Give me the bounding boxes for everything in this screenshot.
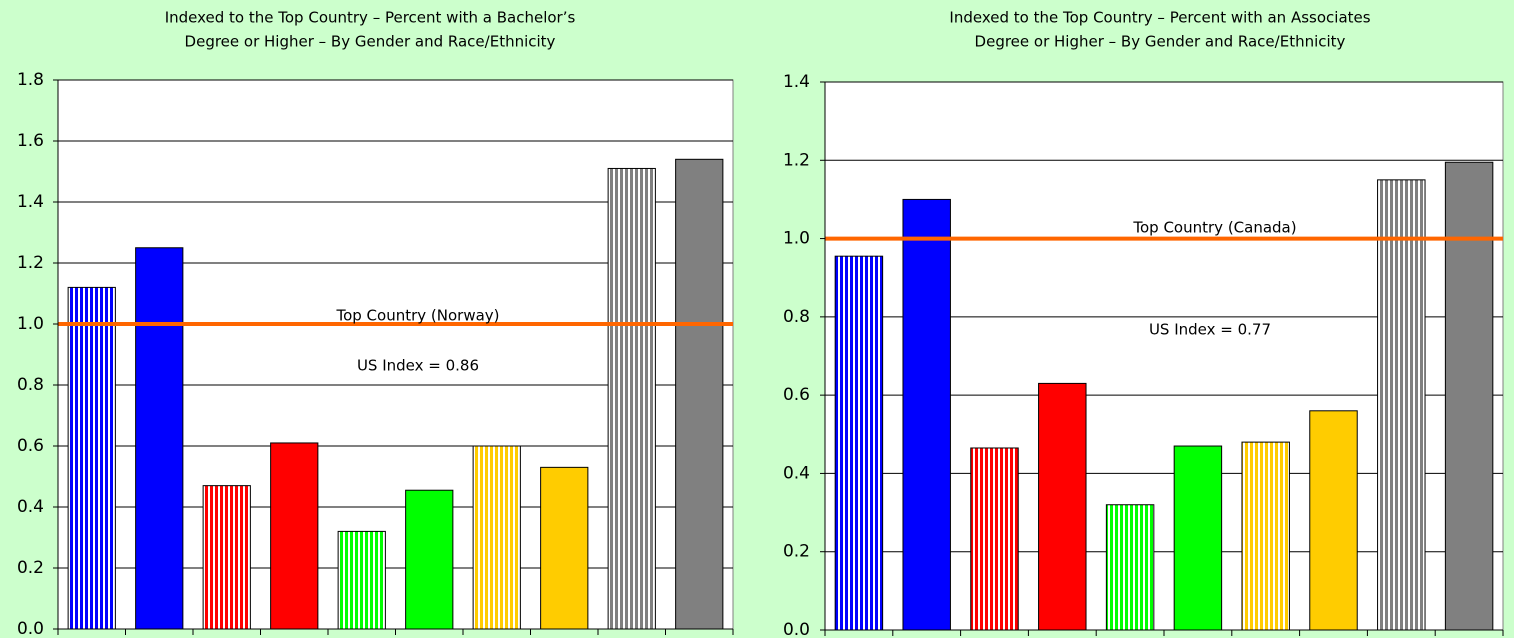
- annotation: US Index = 0.86: [357, 357, 479, 375]
- chart-title: Degree or Higher – By Gender and Race/Et…: [185, 33, 556, 51]
- bar: [675, 158, 724, 630]
- bar: [337, 530, 386, 630]
- annotation: Top Country (Norway): [335, 307, 499, 325]
- bar: [1377, 179, 1426, 631]
- chart-title: Degree or Higher – By Gender and Race/Et…: [975, 33, 1346, 51]
- bar: [1038, 382, 1087, 631]
- y-tick-label: 0.6: [17, 436, 44, 456]
- y-tick-label: 0.0: [783, 620, 810, 638]
- y-tick-label: 1.2: [17, 253, 44, 273]
- bar: [1173, 445, 1223, 631]
- bar: [135, 247, 184, 630]
- y-tick-label: 0.6: [783, 385, 810, 405]
- bar: [67, 286, 116, 630]
- y-tick-label: 0.4: [783, 463, 810, 483]
- bar: [834, 255, 884, 631]
- y-tick-label: 1.0: [17, 314, 44, 334]
- annotation: US Index = 0.77: [1149, 321, 1271, 339]
- y-tick-label: 1.0: [783, 229, 810, 249]
- y-tick-label: 0.0: [17, 619, 44, 638]
- y-tick-label: 1.4: [783, 72, 810, 92]
- bar: [405, 489, 454, 630]
- chart-title: Indexed to the Top Country – Percent wit…: [165, 9, 576, 27]
- bar: [540, 466, 589, 630]
- bar: [970, 447, 1019, 631]
- bar: [902, 198, 951, 631]
- bar: [1309, 410, 1358, 631]
- bar: [1241, 441, 1290, 631]
- y-tick-label: 0.2: [17, 558, 44, 578]
- bar: [472, 445, 521, 630]
- chart-title: Indexed to the Top Country – Percent wit…: [949, 9, 1370, 27]
- y-tick-label: 1.8: [17, 70, 44, 90]
- y-tick-label: 1.2: [783, 150, 810, 170]
- y-tick-label: 0.2: [783, 542, 810, 562]
- y-tick-label: 0.4: [17, 497, 44, 517]
- bar: [607, 167, 656, 630]
- bar: [202, 485, 251, 630]
- y-tick-label: 1.4: [17, 192, 44, 212]
- y-tick-label: 0.8: [17, 375, 44, 395]
- bar: [1105, 504, 1155, 631]
- y-tick-label: 1.6: [17, 131, 44, 151]
- annotation: Top Country (Canada): [1132, 219, 1296, 237]
- bar: [1444, 161, 1494, 631]
- y-tick-label: 0.8: [783, 307, 810, 327]
- bar: [270, 442, 319, 630]
